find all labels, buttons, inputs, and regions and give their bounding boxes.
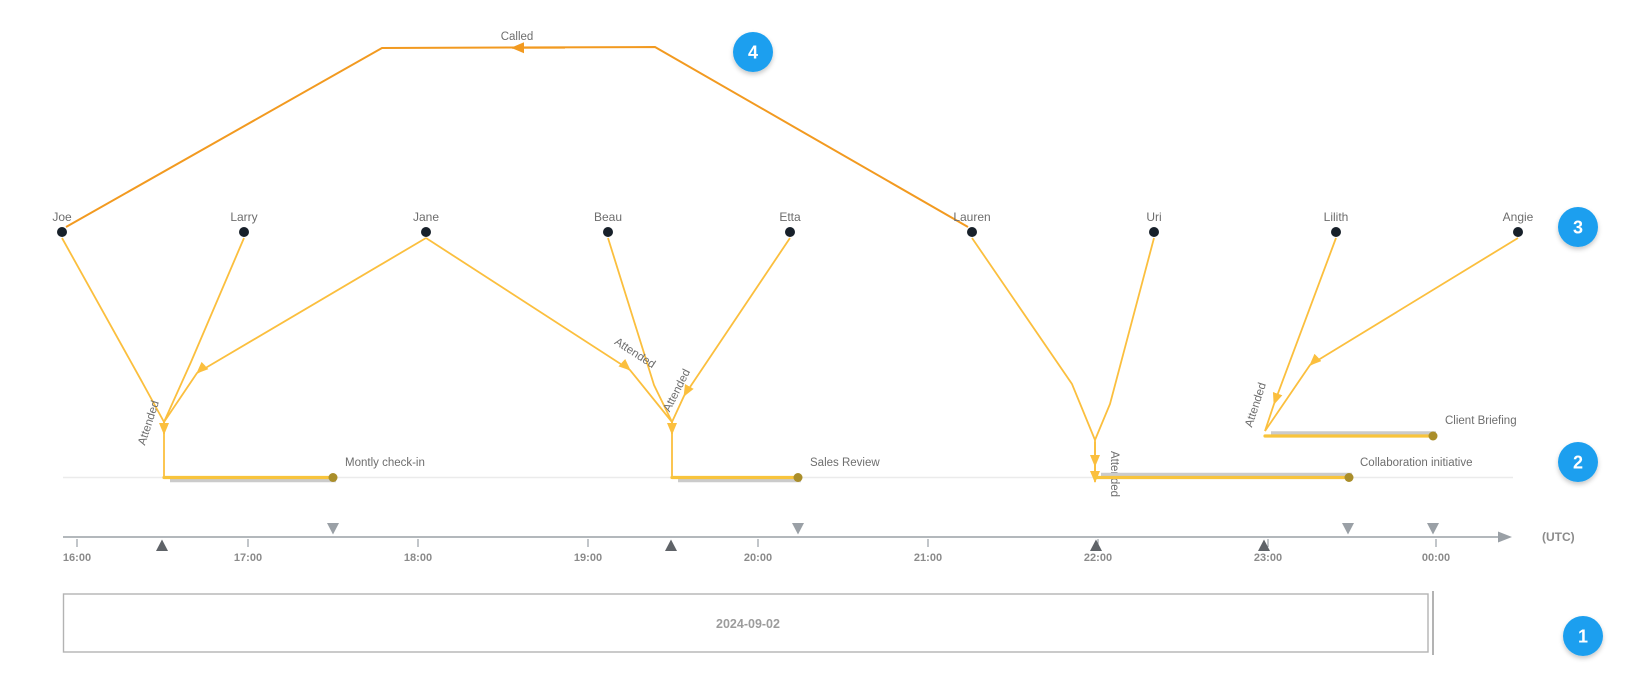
edge-lauren-called-joe[interactable] (65, 45, 969, 228)
edge-uri-attended-collaboration[interactable] (1094, 237, 1155, 441)
edge-lilith-attended-client[interactable] (1264, 237, 1337, 432)
tick-label: 17:00 (234, 552, 262, 564)
event-end-marker-icon (792, 523, 804, 535)
person-label: Joe (52, 210, 72, 224)
tick-label: 21:00 (914, 552, 942, 564)
event-label: Client Briefing (1445, 415, 1517, 427)
person-node-larry[interactable]: Larry (230, 210, 258, 237)
person-label: Angie (1503, 210, 1534, 224)
badge-number: 3 (1573, 218, 1583, 238)
event-start-marker-icon (1090, 539, 1102, 551)
axis-ticks: 16:00 17:00 18:00 19:00 20:00 21:00 22:0… (63, 539, 1450, 564)
person-dot[interactable] (1149, 227, 1159, 237)
time-axis: (UTC) 16:00 17:00 18:00 19:00 20:00 21:0… (63, 523, 1575, 564)
person-node-angie[interactable]: Angie (1503, 210, 1534, 237)
person-label: Etta (779, 210, 801, 224)
badge-circle (733, 32, 773, 72)
badge-number: 2 (1573, 453, 1583, 473)
person-node-joe[interactable]: Joe (52, 210, 72, 237)
edge-larry-attended-montly[interactable] (163, 237, 245, 423)
annotation-badges: 4 3 2 1 (733, 32, 1603, 656)
badge-circle (1558, 207, 1598, 247)
edge-jane-attended-sales[interactable] (425, 237, 673, 423)
badge-number: 1 (1578, 627, 1588, 647)
attended-label-montly: Attended (136, 399, 162, 447)
person-node-lilith[interactable]: Lilith (1324, 210, 1349, 237)
event-end-marker-icon (1342, 523, 1354, 535)
event-collaboration-initiative[interactable]: Collaboration initiative (1093, 457, 1473, 482)
person-dot[interactable] (603, 227, 613, 237)
tick-label: 16:00 (63, 552, 91, 564)
event-sales-review[interactable]: Sales Review (670, 457, 880, 483)
called-edge-label: Called (501, 31, 534, 43)
event-label: Collaboration initiative (1360, 457, 1473, 469)
axis-timezone-label: (UTC) (1542, 530, 1575, 544)
event-start-marker-icon (1258, 539, 1270, 551)
called-edge-group: Called (65, 31, 969, 228)
event-end-marker-icon (327, 523, 339, 535)
person-dot[interactable] (239, 227, 249, 237)
date-band-label: 2024-09-02 (716, 617, 780, 631)
event-start-marker-icon (665, 539, 677, 551)
person-nodes: Joe Larry Jane Beau Etta Lauren Uri Lil (52, 210, 1534, 237)
attended-label-sales-jane: Attended (612, 336, 657, 371)
person-dot[interactable] (1513, 227, 1523, 237)
attended-label-client: Attended (1243, 381, 1269, 429)
person-node-beau[interactable]: Beau (594, 210, 622, 237)
attended-edge-labels: Attended Attended Attended Attended Atte… (136, 336, 1269, 497)
tick-label: 18:00 (404, 552, 432, 564)
event-start-marker-icon (156, 539, 168, 551)
annotation-badge-4: 4 (733, 32, 773, 72)
badge-circle (1558, 442, 1598, 482)
badge-circle (1563, 616, 1603, 656)
edge-beau-attended-sales[interactable] (607, 237, 673, 423)
event-junction-drops (159, 420, 1100, 483)
person-label: Beau (594, 210, 622, 224)
person-dot[interactable] (1331, 227, 1341, 237)
tick-label: 00:00 (1422, 552, 1450, 564)
event-end-dot (328, 473, 338, 482)
person-label: Lilith (1324, 210, 1349, 224)
person-label: Uri (1146, 210, 1161, 224)
edge-jane-attended-montly[interactable] (163, 237, 427, 423)
person-dot[interactable] (421, 227, 431, 237)
person-node-etta[interactable]: Etta (779, 210, 801, 237)
tick-label: 22:00 (1084, 552, 1112, 564)
tick-label: 20:00 (744, 552, 772, 564)
tick-label: 23:00 (1254, 552, 1282, 564)
annotation-badge-3: 3 (1558, 207, 1598, 247)
event-montly-check-in[interactable]: Montly check-in (162, 457, 425, 483)
event-end-marker-icon (1427, 523, 1439, 535)
annotation-badge-2: 2 (1558, 442, 1598, 482)
person-label: Larry (230, 210, 257, 224)
edge-joe-attended-montly[interactable] (61, 237, 165, 423)
tick-label: 19:00 (574, 552, 602, 564)
event-end-dot (1428, 431, 1438, 441)
event-end-markers (327, 523, 1439, 535)
edge-angie-attended-client[interactable] (1264, 237, 1519, 432)
attended-edges (61, 237, 1519, 441)
axis-arrow-icon (1498, 531, 1512, 543)
event-label: Sales Review (810, 457, 880, 469)
event-start-markers (156, 539, 1270, 551)
event-end-dot (793, 473, 803, 482)
event-end-dot (1344, 473, 1354, 482)
person-dot[interactable] (785, 227, 795, 237)
badge-number: 4 (748, 43, 758, 63)
edge-lauren-attended-collaboration[interactable] (971, 237, 1096, 441)
person-dot[interactable] (967, 227, 977, 237)
person-node-jane[interactable]: Jane (413, 210, 439, 237)
date-band-rect[interactable] (62, 593, 1429, 653)
person-dot[interactable] (57, 227, 67, 237)
annotation-badge-1: 1 (1563, 616, 1603, 656)
person-label: Jane (413, 210, 439, 224)
event-client-briefing[interactable]: Client Briefing (1263, 415, 1517, 441)
date-range-selector[interactable]: 2024-09-02 (62, 591, 1434, 655)
person-label: Lauren (953, 210, 990, 224)
event-label: Montly check-in (345, 457, 425, 469)
person-node-uri[interactable]: Uri (1146, 210, 1162, 237)
edge-etta-attended-sales[interactable] (671, 237, 791, 423)
person-node-lauren[interactable]: Lauren (953, 210, 991, 237)
